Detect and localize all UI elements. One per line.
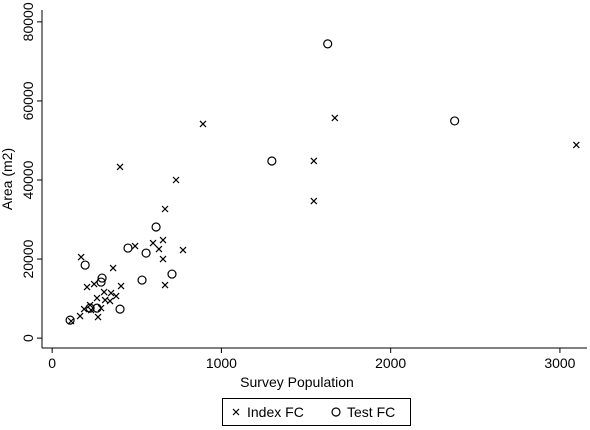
x-tick-label: 2000 xyxy=(375,355,406,371)
point xyxy=(179,246,187,254)
y-tick-label: 20000 xyxy=(20,239,36,278)
x-tick-label: 3000 xyxy=(544,355,575,371)
y-axis-title: Area (m2) xyxy=(0,148,15,210)
y-tick-label: 80000 xyxy=(20,2,36,41)
point xyxy=(331,114,339,122)
y-tick-label: 0 xyxy=(20,334,36,342)
point xyxy=(137,275,147,285)
point xyxy=(112,292,120,300)
point xyxy=(94,313,102,321)
y-tick-label: 60000 xyxy=(20,81,36,120)
point xyxy=(117,282,125,290)
point xyxy=(96,277,106,287)
y-tick-label: 40000 xyxy=(20,160,36,199)
point xyxy=(159,236,167,244)
x-axis-title: Survey Population xyxy=(240,374,354,390)
point xyxy=(97,273,107,283)
point xyxy=(76,312,84,320)
point xyxy=(106,297,114,305)
point xyxy=(141,248,151,258)
point xyxy=(80,260,90,270)
point xyxy=(131,242,139,250)
legend: Index FC Test FC xyxy=(222,398,411,426)
point xyxy=(310,157,318,165)
point xyxy=(161,205,169,213)
point xyxy=(90,280,98,288)
point xyxy=(93,294,101,302)
point xyxy=(172,176,180,184)
point xyxy=(161,281,169,289)
point xyxy=(123,243,133,253)
legend-box xyxy=(222,398,411,426)
point xyxy=(159,255,167,263)
point xyxy=(83,283,91,291)
point xyxy=(115,304,125,314)
point xyxy=(155,245,163,253)
point xyxy=(65,315,75,325)
point xyxy=(109,264,117,272)
point xyxy=(151,222,161,232)
point xyxy=(77,253,85,261)
legend-marker xyxy=(232,408,240,416)
legend-label: Index FC xyxy=(247,404,304,420)
x-tick-label: 1000 xyxy=(206,355,237,371)
point xyxy=(107,289,115,297)
point xyxy=(310,197,318,205)
point xyxy=(149,239,157,247)
legend-label: Test FC xyxy=(347,404,395,420)
point xyxy=(450,116,460,126)
legend-marker xyxy=(331,407,341,417)
point xyxy=(267,156,277,166)
x-tick-label: 0 xyxy=(48,355,56,371)
point xyxy=(323,39,333,49)
point xyxy=(100,288,108,296)
point xyxy=(92,303,102,313)
point xyxy=(116,163,124,171)
point xyxy=(199,120,207,128)
point xyxy=(572,141,580,149)
point xyxy=(167,269,177,279)
point xyxy=(85,303,95,313)
